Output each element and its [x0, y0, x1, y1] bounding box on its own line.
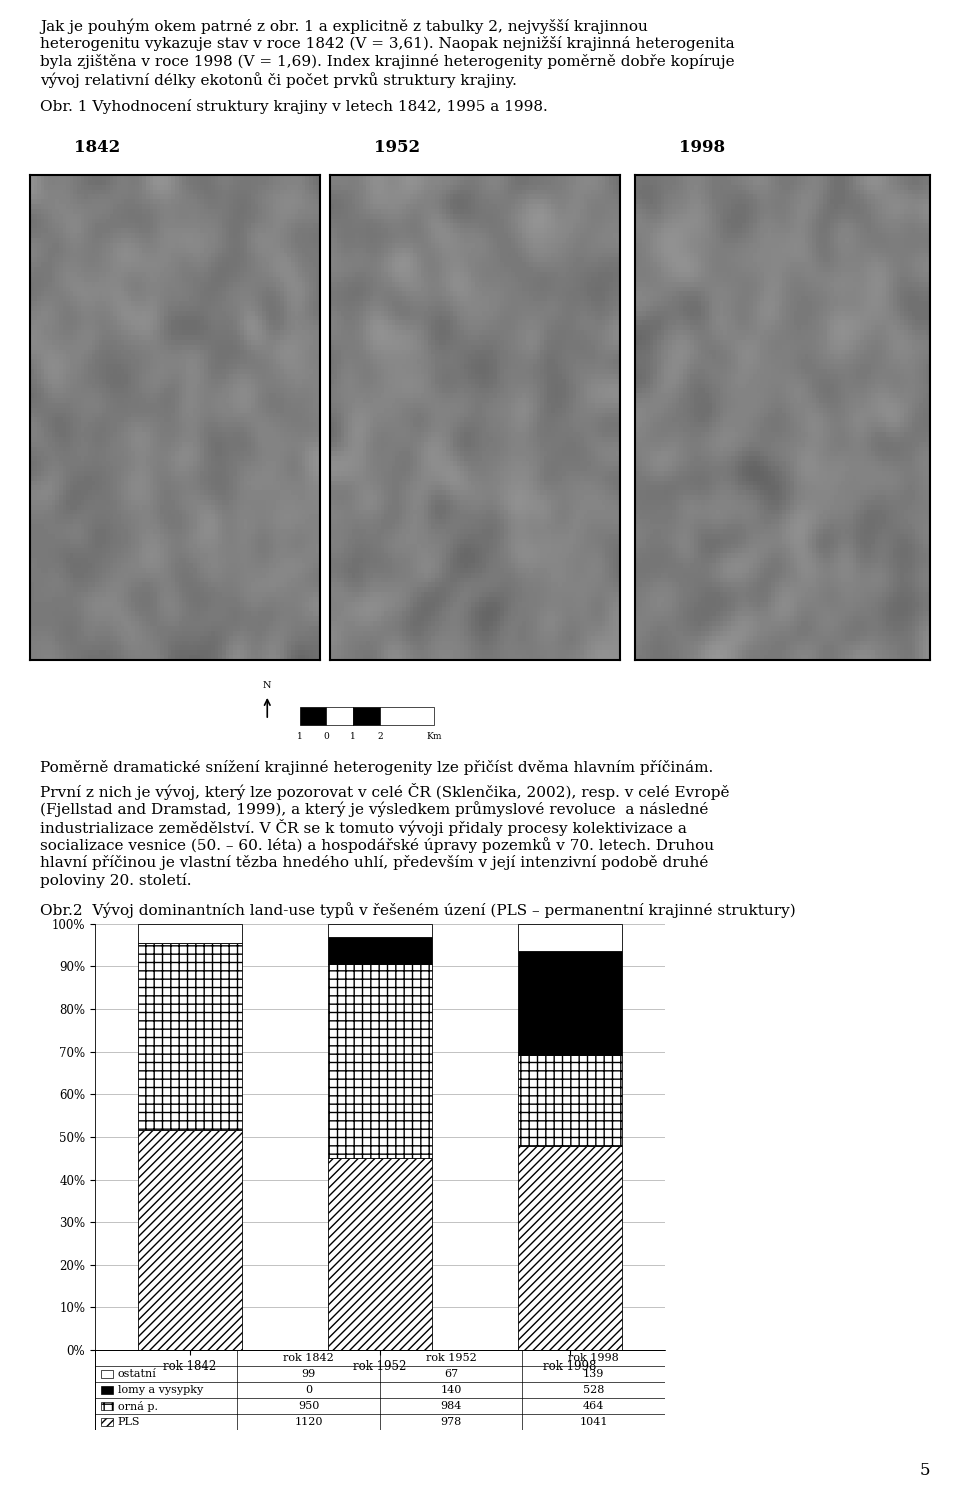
Text: 464: 464 — [583, 1400, 605, 1411]
Text: 978: 978 — [441, 1417, 462, 1428]
Bar — [327, 964, 432, 1157]
Text: 140: 140 — [441, 1385, 462, 1394]
Bar — [101, 1370, 113, 1378]
Text: Obr. 1 Vyhodnocení struktury krajiny v letech 1842, 1995 a 1998.: Obr. 1 Vyhodnocení struktury krajiny v l… — [40, 100, 548, 115]
Text: Obr.2  Vývoj dominantních land-use typů v řešeném úzení (PLS – permanentní kraji: Obr.2 Vývoj dominantních land-use typů v… — [40, 902, 796, 917]
Bar — [353, 708, 380, 724]
Text: rok 1998: rok 1998 — [568, 1354, 619, 1363]
Text: lomy a vysypky: lomy a vysypky — [118, 1385, 204, 1394]
Bar — [327, 1157, 432, 1351]
Text: 5: 5 — [920, 1462, 930, 1479]
Text: 139: 139 — [583, 1369, 605, 1379]
Text: hlavní příčinou je vlastní tězba hnedého uhlí, především v její intenzivní podob: hlavní příčinou je vlastní tězba hnedého… — [40, 856, 708, 871]
Text: 1842: 1842 — [74, 139, 120, 155]
Bar — [101, 1418, 113, 1426]
Bar — [517, 1145, 622, 1351]
Bar — [327, 924, 432, 937]
Text: 99: 99 — [301, 1369, 316, 1379]
Text: ostatní: ostatní — [118, 1369, 156, 1379]
Text: poloviny 20. století.: poloviny 20. století. — [40, 874, 191, 889]
Text: heterogenitu vykazuje stav v roce 1842 (V = 3,61). Naopak nejnižší krajinná hete: heterogenitu vykazuje stav v roce 1842 (… — [40, 36, 734, 51]
Bar — [326, 708, 353, 724]
Bar — [517, 924, 622, 951]
Text: 1120: 1120 — [295, 1417, 323, 1428]
Bar — [517, 1055, 622, 1145]
Text: PLS: PLS — [118, 1417, 140, 1428]
Text: 1: 1 — [297, 732, 302, 741]
Text: 1998: 1998 — [680, 139, 726, 155]
Bar — [380, 708, 434, 724]
Text: Km: Km — [426, 732, 442, 741]
Text: 1041: 1041 — [580, 1417, 608, 1428]
Text: Poměrně dramatické snížení krajinné heterogenity lze přičíst dvěma hlavním příči: Poměrně dramatické snížení krajinné hete… — [40, 761, 713, 776]
Text: N: N — [263, 681, 272, 690]
Bar — [137, 1130, 242, 1351]
Text: socializace vesnice (50. – 60. léta) a hospodářské úpravy pozemků v 70. letech. : socializace vesnice (50. – 60. léta) a h… — [40, 837, 714, 853]
Text: rok 1952: rok 1952 — [426, 1354, 476, 1363]
Text: 528: 528 — [583, 1385, 605, 1394]
Text: rok 1842: rok 1842 — [283, 1354, 334, 1363]
Text: 0: 0 — [305, 1385, 312, 1394]
Text: orná p.: orná p. — [118, 1400, 157, 1411]
Bar — [101, 1385, 113, 1394]
Text: 2: 2 — [377, 732, 383, 741]
Bar — [517, 951, 622, 1055]
Text: 1: 1 — [350, 732, 356, 741]
Text: 1952: 1952 — [373, 139, 420, 155]
Bar — [101, 1402, 113, 1409]
Text: vývoj relativní délky ekotonů či počet prvků struktury krajiny.: vývoj relativní délky ekotonů či počet p… — [40, 72, 516, 88]
Bar — [137, 943, 242, 1130]
Bar — [327, 937, 432, 964]
Text: byla zjištěna v roce 1998 (V = 1,69). Index krajinné heterogenity poměrně dobře : byla zjištěna v roce 1998 (V = 1,69). In… — [40, 54, 734, 69]
Text: Jak je pouhým okem patrné z obr. 1 a explicitně z tabulky 2, nejvyšší krajinnou: Jak je pouhým okem patrné z obr. 1 a exp… — [40, 18, 648, 33]
Text: (Fjellstad and Dramstad, 1999), a který je výsledkem průmyslové revoluce  a násl: (Fjellstad and Dramstad, 1999), a který … — [40, 801, 708, 818]
Text: 950: 950 — [298, 1400, 320, 1411]
Text: 67: 67 — [444, 1369, 458, 1379]
Text: První z nich je vývoj, který lze pozorovat v celé ČR (Sklenčika, 2002), resp. v : První z nich je vývoj, který lze pozorov… — [40, 783, 730, 800]
Text: industrializace zemědělství. V ČR se k tomuto vývoji přidaly procesy kolektiviza: industrializace zemědělství. V ČR se k t… — [40, 819, 686, 836]
Bar — [137, 924, 242, 943]
Bar — [300, 708, 326, 724]
Text: 984: 984 — [441, 1400, 462, 1411]
Text: 0: 0 — [324, 732, 329, 741]
